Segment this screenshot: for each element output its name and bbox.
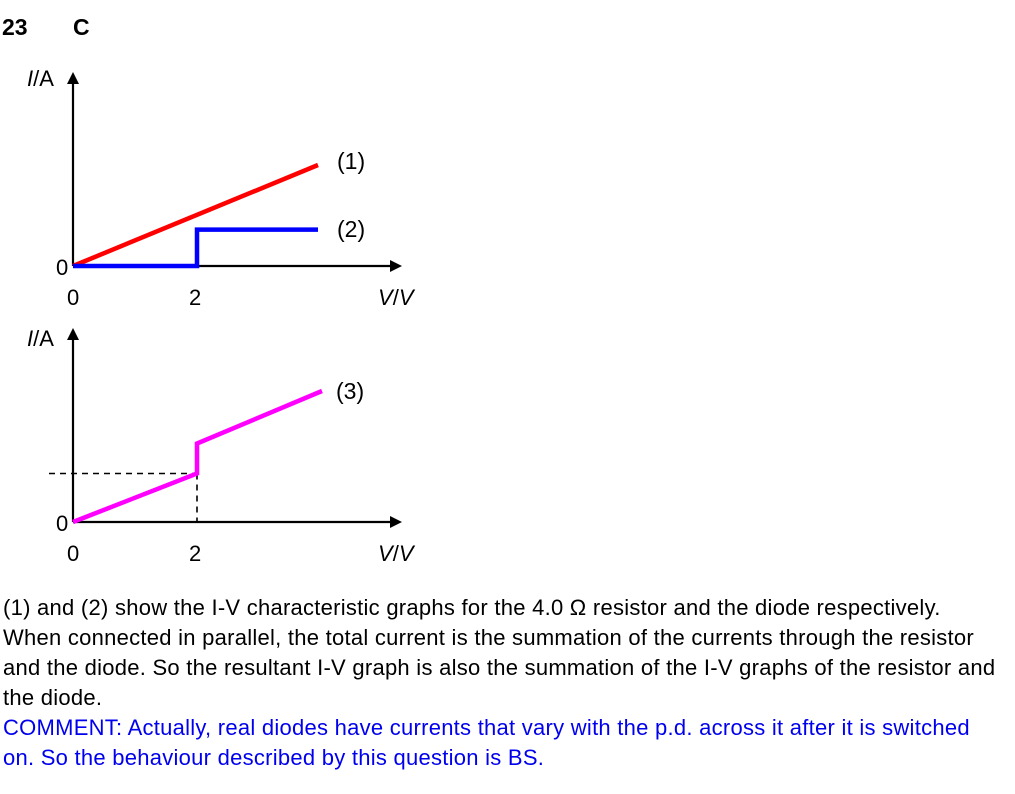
svg-text:0: 0 (67, 285, 79, 310)
svg-text:2: 2 (189, 541, 201, 566)
svg-text:I/A: I/A (27, 326, 54, 351)
svg-text:(3): (3) (336, 378, 364, 404)
svg-text:(2): (2) (337, 216, 365, 242)
svg-text:(1): (1) (337, 148, 365, 174)
svg-text:0: 0 (67, 541, 79, 566)
svg-text:V/V: V/V (378, 541, 416, 566)
svg-text:0: 0 (56, 255, 68, 280)
svg-text:V/V: V/V (378, 285, 416, 310)
svg-text:0: 0 (56, 511, 68, 536)
svg-text:I/A: I/A (27, 66, 54, 91)
svg-text:2: 2 (189, 285, 201, 310)
